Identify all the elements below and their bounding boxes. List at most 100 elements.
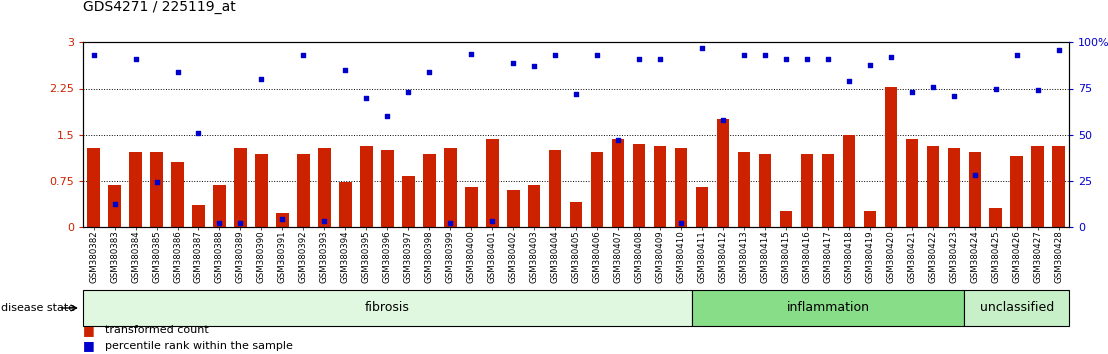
Text: GDS4271 / 225119_at: GDS4271 / 225119_at: [83, 0, 236, 14]
Bar: [989, 208, 1002, 227]
Bar: [1053, 145, 1065, 227]
Text: percentile rank within the sample: percentile rank within the sample: [105, 341, 294, 351]
Bar: [486, 139, 499, 227]
Point: [400, 89, 418, 95]
Point: [546, 52, 564, 58]
Point: [525, 64, 543, 69]
Bar: [1010, 156, 1023, 227]
Bar: [654, 145, 666, 227]
Point: [819, 56, 837, 62]
Bar: [402, 176, 414, 227]
Point: [358, 95, 376, 101]
Point: [987, 86, 1005, 91]
Bar: [780, 211, 792, 227]
Text: ■: ■: [83, 339, 95, 353]
Bar: [527, 185, 541, 227]
Point: [84, 52, 102, 58]
Text: fibrosis: fibrosis: [365, 302, 410, 314]
Bar: [801, 154, 813, 227]
Bar: [570, 202, 583, 227]
Point: [673, 220, 690, 226]
Bar: [696, 187, 708, 227]
Bar: [884, 87, 897, 227]
Point: [504, 60, 522, 65]
Bar: [88, 148, 100, 227]
Bar: [151, 152, 163, 227]
Point: [777, 56, 794, 62]
Bar: [759, 154, 771, 227]
Point: [861, 62, 879, 67]
Point: [1050, 47, 1068, 53]
Bar: [507, 190, 520, 227]
Point: [652, 56, 669, 62]
Bar: [234, 148, 247, 227]
FancyBboxPatch shape: [691, 290, 964, 326]
Point: [945, 93, 963, 99]
Bar: [863, 211, 876, 227]
Point: [609, 137, 627, 143]
Point: [253, 76, 270, 82]
Point: [316, 218, 334, 224]
Point: [337, 67, 355, 73]
Bar: [905, 139, 919, 227]
Point: [295, 52, 312, 58]
Bar: [444, 148, 456, 227]
Bar: [465, 187, 478, 227]
Point: [756, 52, 773, 58]
Point: [189, 130, 207, 136]
Bar: [381, 150, 393, 227]
Bar: [738, 152, 750, 227]
Point: [630, 56, 648, 62]
Bar: [675, 148, 687, 227]
Point: [966, 172, 984, 178]
Bar: [276, 213, 289, 227]
Bar: [172, 162, 184, 227]
Point: [483, 218, 501, 224]
Point: [567, 91, 585, 97]
Bar: [947, 148, 961, 227]
Point: [462, 51, 480, 56]
Point: [232, 220, 249, 226]
Bar: [297, 154, 310, 227]
Bar: [633, 144, 645, 227]
Bar: [192, 205, 205, 227]
Bar: [926, 145, 940, 227]
Point: [441, 220, 459, 226]
Text: ■: ■: [83, 324, 95, 337]
FancyBboxPatch shape: [83, 290, 691, 326]
Bar: [318, 148, 330, 227]
Text: inflammation: inflammation: [787, 302, 870, 314]
Bar: [130, 152, 142, 227]
Bar: [717, 119, 729, 227]
Point: [1008, 52, 1026, 58]
Point: [420, 69, 438, 75]
Bar: [109, 185, 121, 227]
Point: [840, 78, 858, 84]
Point: [105, 202, 123, 207]
Bar: [339, 182, 351, 227]
Point: [924, 84, 942, 90]
Text: unclassified: unclassified: [979, 302, 1054, 314]
Bar: [1032, 145, 1044, 227]
Point: [903, 89, 921, 95]
Bar: [612, 139, 625, 227]
Bar: [548, 150, 562, 227]
Point: [694, 45, 711, 51]
Bar: [842, 135, 855, 227]
Bar: [968, 152, 981, 227]
Text: transformed count: transformed count: [105, 325, 209, 335]
Point: [735, 52, 752, 58]
Bar: [255, 154, 268, 227]
Point: [168, 69, 186, 75]
Point: [798, 56, 815, 62]
Bar: [423, 154, 435, 227]
Point: [274, 216, 291, 222]
FancyBboxPatch shape: [964, 290, 1069, 326]
Bar: [591, 152, 604, 227]
Point: [211, 220, 228, 226]
Text: disease state: disease state: [1, 303, 75, 313]
Point: [1029, 87, 1047, 93]
Bar: [822, 154, 834, 227]
Bar: [213, 185, 226, 227]
Point: [588, 52, 606, 58]
